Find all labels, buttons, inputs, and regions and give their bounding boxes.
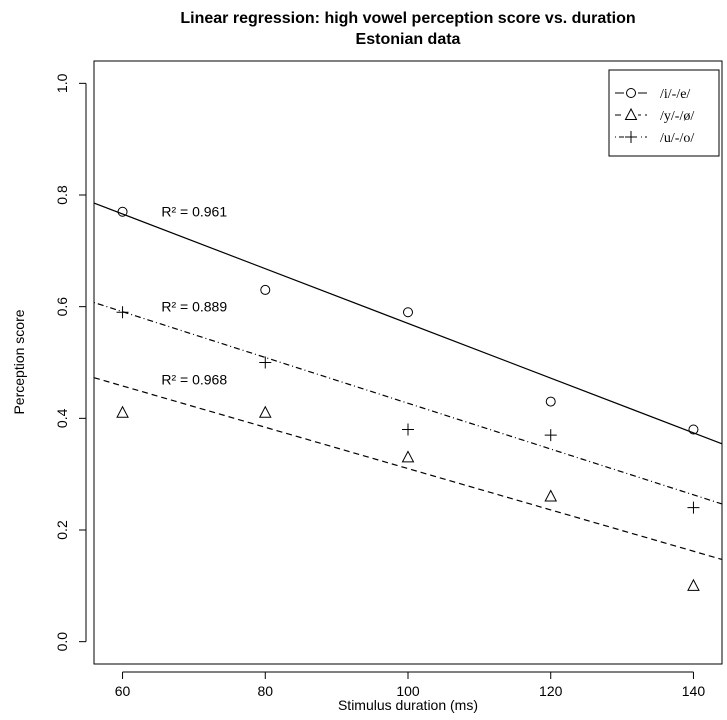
plot-frame [93, 60, 723, 665]
x-axis: 60 80 100 120 140 [115, 671, 706, 699]
data-point [402, 423, 414, 436]
x-tick-label: 60 [115, 683, 131, 699]
regression-line [93, 202, 723, 445]
legend-label: /u/-/o/ [660, 131, 694, 146]
data-point [116, 306, 129, 319]
data-point [687, 578, 700, 591]
data-point [544, 489, 558, 502]
legend-marker [624, 107, 638, 120]
y-tick-label: 0.2 [54, 520, 70, 540]
data-point [544, 429, 557, 442]
y-tick-label: 1.0 [54, 73, 70, 93]
data-points [116, 206, 700, 591]
data-point [401, 450, 415, 463]
r2-label: R² = 0.889 [161, 298, 227, 314]
chart-title: Linear regression: high vowel perception… [180, 10, 635, 27]
regression-line [93, 377, 723, 561]
chart-subtitle: Estonian data [356, 31, 461, 48]
legend-marker [626, 88, 636, 98]
data-point [688, 424, 699, 435]
y-tick-label: 0.4 [54, 408, 70, 428]
y-axis: 0.0 0.2 0.4 0.6 0.8 1.0 [54, 73, 87, 652]
x-tick-label: 100 [396, 683, 420, 699]
data-point [260, 284, 271, 295]
data-point [259, 356, 272, 369]
y-tick-label: 0.6 [54, 297, 70, 317]
data-point [687, 501, 700, 514]
r2-labels: R² = 0.961 R² = 0.968 R² = 0.889 [161, 203, 227, 387]
x-tick-label: 80 [257, 683, 273, 699]
legend-marker-bg [624, 85, 638, 101]
x-tick-label: 140 [682, 683, 706, 699]
data-point [403, 307, 413, 318]
x-axis-label: Stimulus duration (ms) [338, 697, 478, 713]
data-point [117, 206, 128, 217]
data-point [116, 405, 129, 418]
legend: /i/-/e/ /y/-/ø/ /u/-/o/ [608, 69, 720, 157]
legend-label: /i/-/e/ [660, 87, 690, 102]
r2-label: R² = 0.961 [161, 203, 227, 219]
regression-line [93, 301, 723, 505]
y-tick-label: 0.0 [54, 632, 70, 652]
data-point [545, 396, 556, 407]
y-axis-label: Perception score [11, 309, 27, 414]
r2-label: R² = 0.968 [161, 371, 227, 387]
y-tick-label: 0.8 [54, 185, 70, 205]
legend-label: /y/-/ø/ [660, 109, 694, 124]
legend-marker [625, 131, 637, 143]
data-point [258, 405, 272, 418]
regression-lines [93, 202, 723, 561]
x-tick-label: 120 [539, 683, 563, 699]
